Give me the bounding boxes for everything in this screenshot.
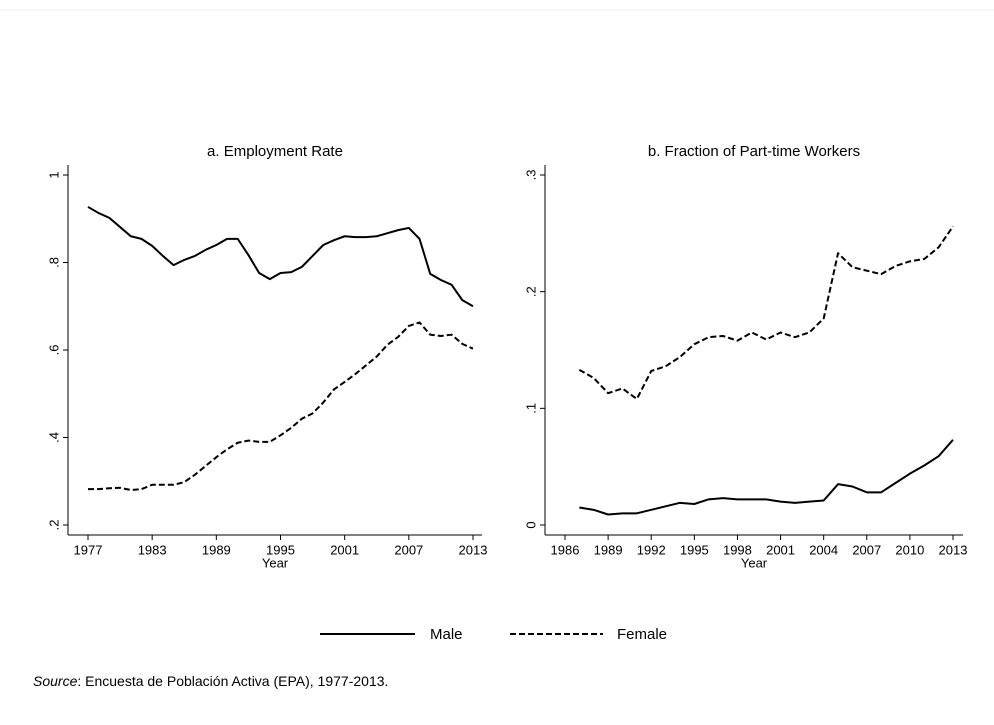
chart-title: a. Employment Rate <box>207 143 343 160</box>
x-axis-label: Year <box>741 555 768 570</box>
x-tick-label: 1992 <box>637 542 666 557</box>
x-tick-label: 2013 <box>939 542 968 557</box>
x-tick-label: 1983 <box>138 542 167 557</box>
y-tick-label: .8 <box>46 257 61 268</box>
x-tick-label: 2007 <box>852 542 881 557</box>
y-tick-label: .2 <box>523 286 538 297</box>
y-tick-label: .4 <box>46 432 61 443</box>
x-tick-label: 1995 <box>266 542 295 557</box>
legend-label: Female <box>617 626 667 643</box>
legend-label: Male <box>430 626 463 643</box>
x-tick-label: 1998 <box>723 542 752 557</box>
x-tick-label: 2010 <box>895 542 924 557</box>
x-axis-label: Year <box>262 555 289 570</box>
y-tick-label: .1 <box>523 403 538 414</box>
series-line <box>578 225 954 400</box>
series-line <box>88 321 474 491</box>
y-tick-label: .3 <box>523 170 538 181</box>
x-tick-label: 1977 <box>74 542 103 557</box>
x-tick-label: 1986 <box>551 542 580 557</box>
x-tick-label: 1989 <box>594 542 623 557</box>
source-text: : Encuesta de Población Activa (EPA), 19… <box>77 673 388 689</box>
x-tick-label: 2013 <box>459 542 488 557</box>
x-tick-label: 1989 <box>202 542 231 557</box>
x-tick-label: 2001 <box>330 542 359 557</box>
y-tick-label: 0 <box>523 521 538 528</box>
source-label: Source <box>33 673 78 689</box>
x-tick-label: 2007 <box>394 542 423 557</box>
y-tick-label: 1 <box>46 171 61 178</box>
y-tick-label: .2 <box>46 520 61 531</box>
x-tick-label: 1995 <box>680 542 709 557</box>
series-line <box>87 206 474 308</box>
chart-title: b. Fraction of Part-time Workers <box>648 143 860 160</box>
x-tick-label: 2004 <box>809 542 838 557</box>
y-tick-label: .6 <box>46 345 61 356</box>
x-tick-label: 2001 <box>766 542 795 557</box>
source-note: Source: Encuesta de Población Activa (EP… <box>33 673 388 689</box>
series-line <box>579 439 954 516</box>
